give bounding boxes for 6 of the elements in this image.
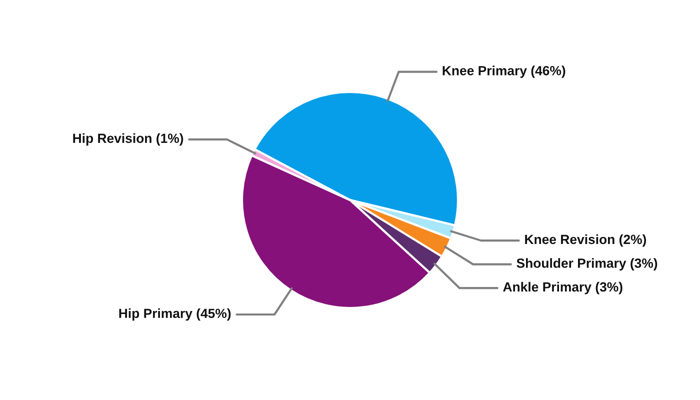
slice-label: Hip Primary (45%)	[119, 308, 231, 321]
slice-label: Knee Primary (46%)	[442, 66, 566, 78]
slice-label: Shoulder Primary (3%)	[516, 258, 658, 270]
slice-label: Knee Revision (2%)	[525, 234, 646, 247]
slice-label: Ankle Primary (3%)	[503, 282, 622, 294]
slice-label: Hip Revision (1%)	[73, 133, 184, 146]
